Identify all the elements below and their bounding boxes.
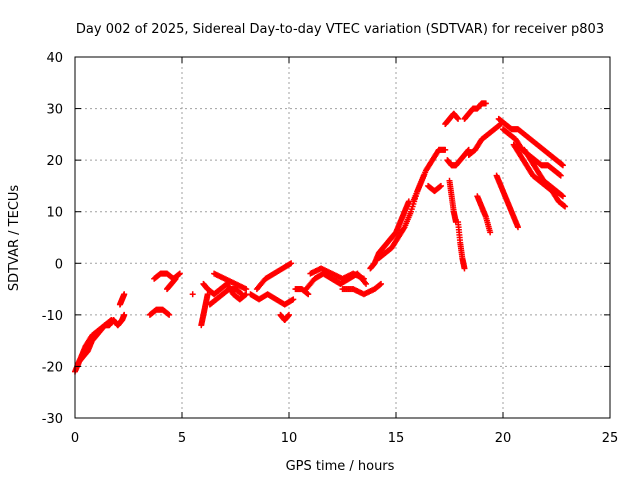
x-axis-title: GPS time / hours — [286, 459, 395, 474]
data-point — [108, 317, 115, 324]
y-tick-label: 0 — [55, 257, 63, 272]
x-tick-label: 0 — [71, 431, 79, 446]
data-point — [442, 146, 449, 153]
plot-frame — [74, 56, 611, 419]
x-tick-label: 10 — [281, 431, 298, 446]
y-tick-label: 10 — [46, 206, 63, 221]
data-point — [166, 311, 173, 318]
x-tick-label: 15 — [388, 431, 405, 446]
data-point — [378, 280, 385, 287]
data-point — [238, 291, 245, 298]
data-point — [559, 162, 566, 169]
x-tick-label: 25 — [602, 431, 619, 446]
data-point — [172, 275, 179, 282]
data-point — [437, 182, 444, 189]
data-point — [482, 100, 489, 107]
data-point — [562, 203, 569, 210]
y-axis-ticks: -30 -20 -10 0 10 20 30 40 — [42, 51, 610, 427]
data-point — [487, 229, 494, 236]
data-point — [455, 115, 462, 122]
data-point — [514, 224, 521, 231]
data-point — [288, 260, 295, 267]
x-axis-ticks: 0 5 10 15 20 25 — [71, 57, 618, 446]
data-point — [243, 286, 250, 293]
x-tick-label: 20 — [495, 431, 512, 446]
data-point — [461, 265, 468, 272]
data-point — [189, 291, 196, 298]
data-point — [363, 280, 370, 287]
data-point — [121, 291, 128, 298]
data-point — [465, 146, 472, 153]
chart-title: Day 002 of 2025, Sidereal Day-to-day VTE… — [76, 22, 604, 37]
data-point — [305, 291, 312, 298]
y-axis-title: SDTVAR / TECUs — [7, 185, 22, 292]
data-points — [72, 100, 569, 375]
data-point — [176, 270, 183, 277]
y-tick-label: -20 — [42, 360, 63, 375]
x-tick-label: 5 — [178, 431, 186, 446]
y-tick-label: 20 — [46, 154, 63, 169]
data-point — [559, 193, 566, 200]
y-tick-label: -30 — [42, 412, 63, 427]
y-tick-label: 40 — [46, 51, 63, 66]
data-point — [290, 296, 297, 303]
y-tick-label: -10 — [42, 309, 63, 324]
y-tick-label: 30 — [46, 103, 63, 118]
data-point — [121, 311, 128, 318]
data-point — [286, 311, 292, 318]
data-point — [557, 172, 564, 179]
data-point — [204, 291, 211, 298]
data-point — [360, 275, 367, 282]
